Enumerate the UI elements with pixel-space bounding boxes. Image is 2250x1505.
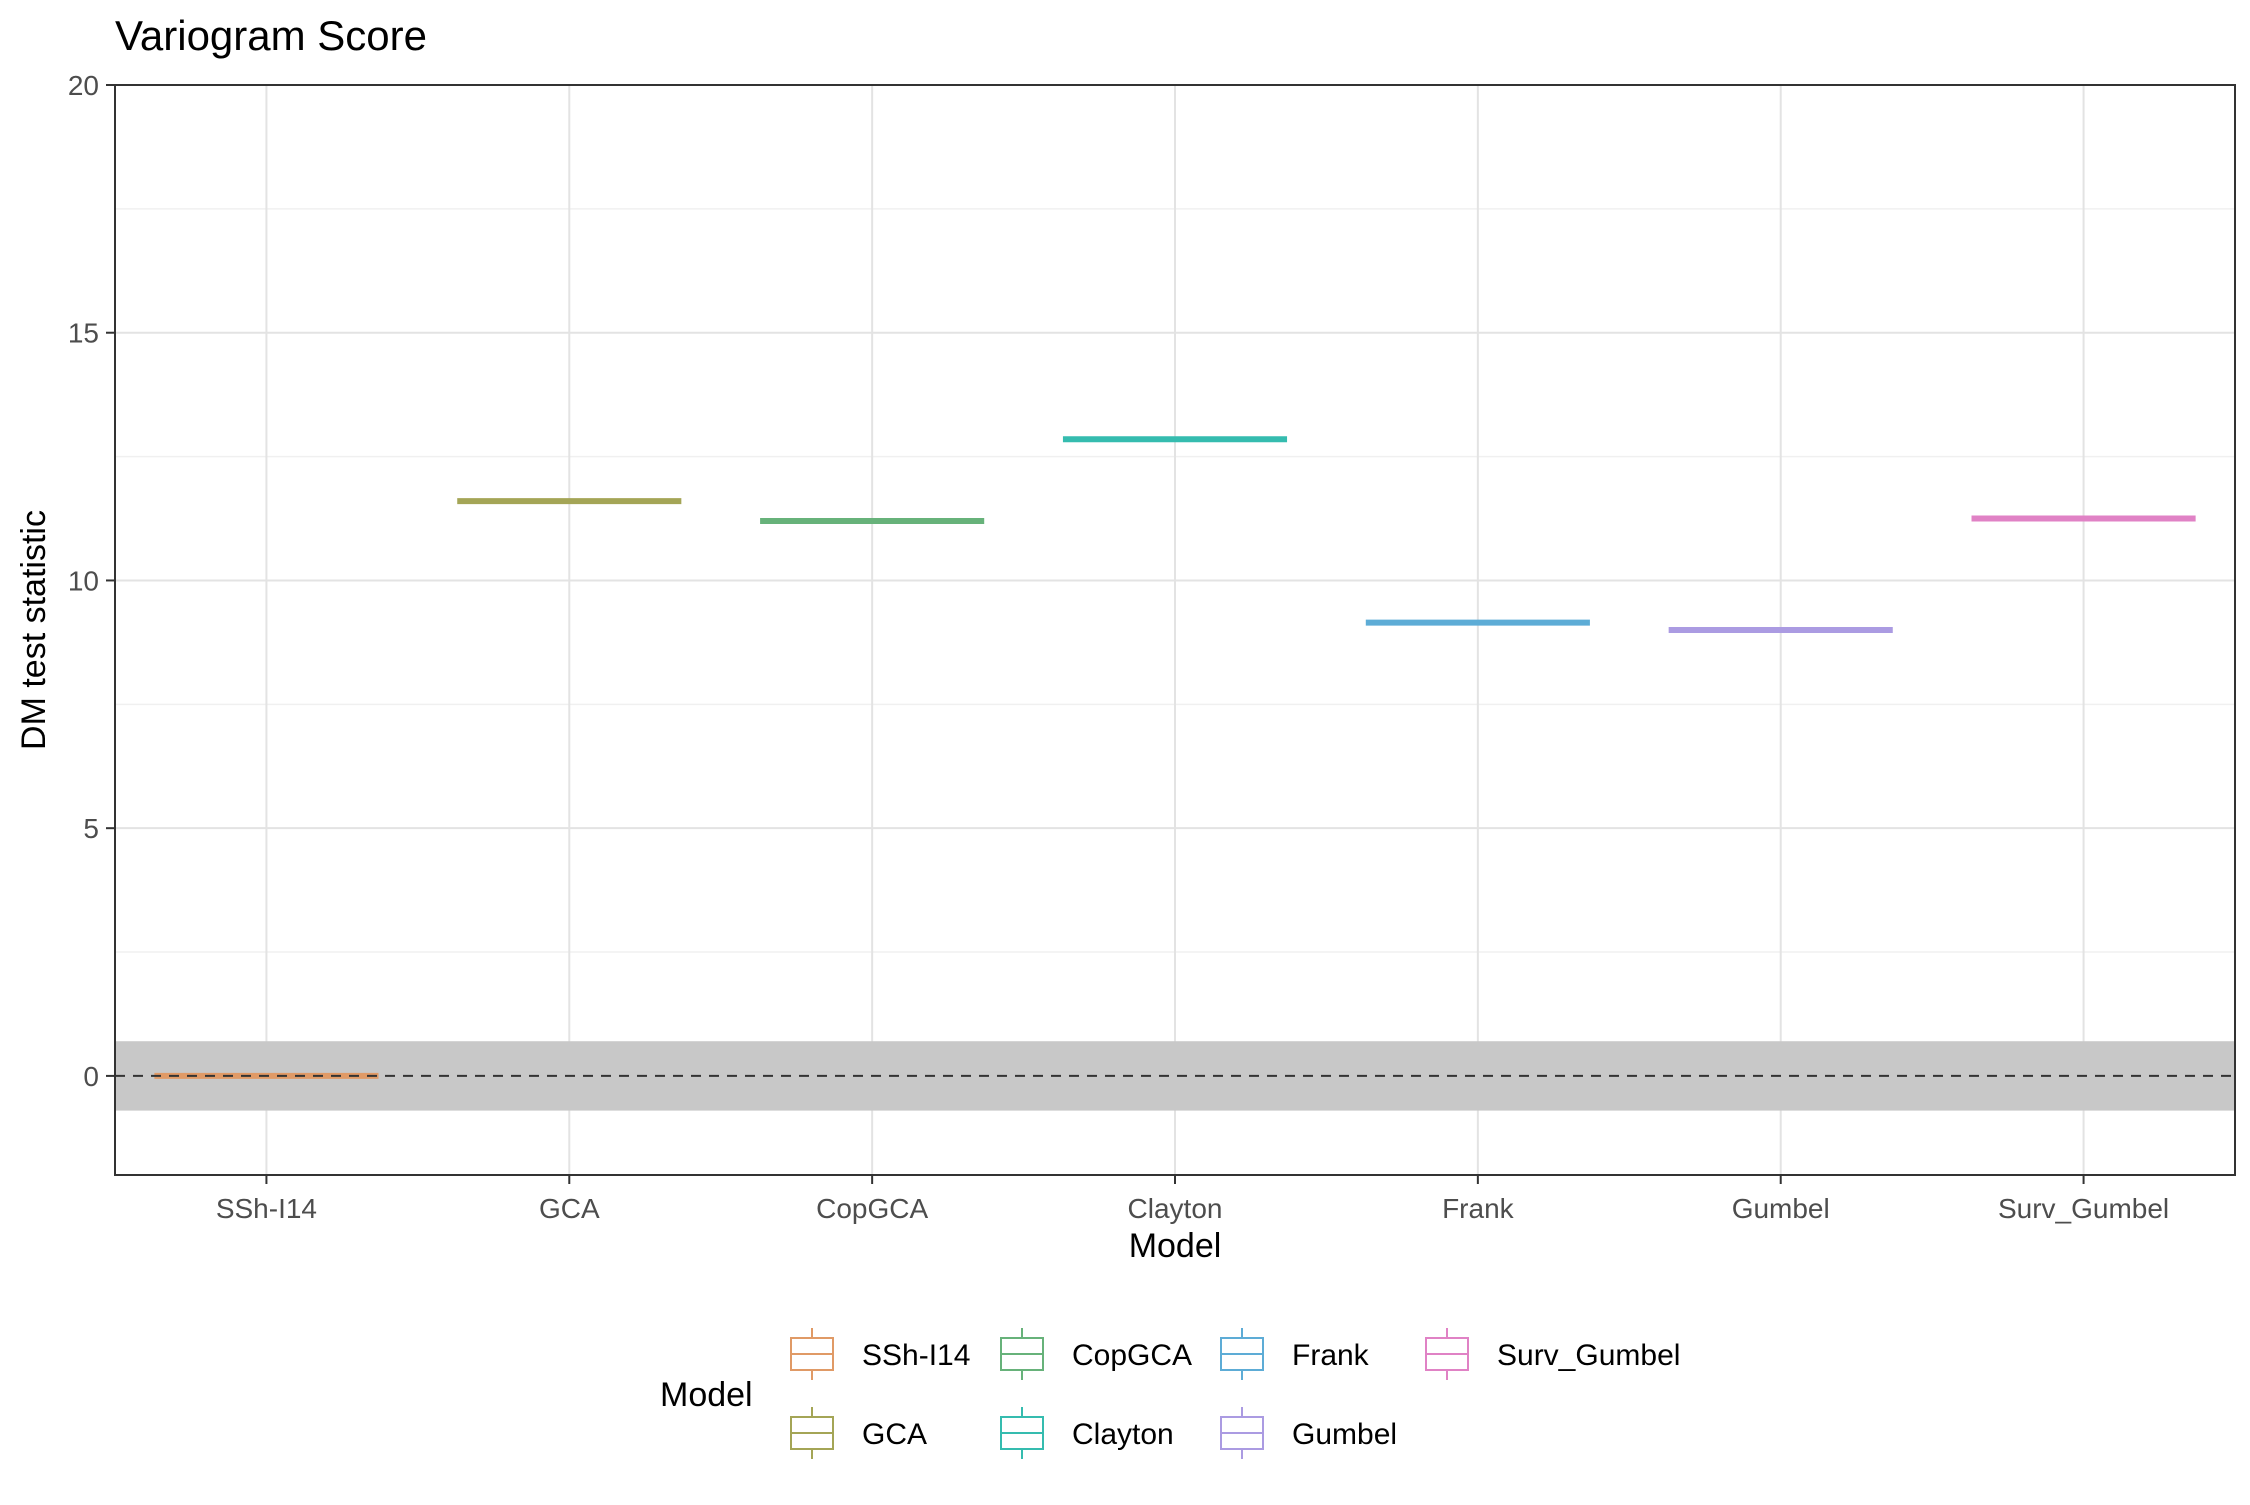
plot-area: 0 5 10 15 20 SSh-I14 GCA CopGCA Clayton Frank Gumb… <box>68 70 2236 1224</box>
legend-item-frank: Frank <box>1220 1328 1370 1380</box>
y-tick-label: 10 <box>68 565 99 596</box>
y-axis-title: DM test statistic <box>15 510 53 750</box>
x-tick-label: SSh-I14 <box>216 1193 317 1224</box>
legend-item-surv-gumbel: Surv_Gumbel <box>1425 1328 1680 1380</box>
y-tick-label: 5 <box>83 813 99 844</box>
legend-label: SSh-I14 <box>862 1339 970 1372</box>
legend-item-clayton: Clayton <box>1000 1407 1174 1459</box>
x-axis-title: Model <box>1129 1227 1222 1265</box>
chart-title: Variogram Score <box>115 12 427 59</box>
x-tick-label: Frank <box>1442 1193 1515 1224</box>
x-tick-label: Clayton <box>1128 1193 1223 1224</box>
legend-item-copgca: CopGCA <box>1000 1328 1192 1380</box>
legend-title: Model <box>660 1376 753 1414</box>
x-tick-label: GCA <box>539 1193 600 1224</box>
legend-label: Gumbel <box>1292 1418 1397 1451</box>
legend-label: Clayton <box>1072 1418 1174 1451</box>
x-tick-label: Surv_Gumbel <box>1998 1193 2169 1224</box>
y-tick-label: 0 <box>83 1061 99 1092</box>
legend-item-gumbel: Gumbel <box>1220 1407 1397 1459</box>
x-tick-label: CopGCA <box>816 1193 928 1224</box>
x-tick-label: Gumbel <box>1732 1193 1830 1224</box>
legend-item-gca: GCA <box>790 1407 927 1459</box>
y-tick-label: 20 <box>68 70 99 101</box>
y-tick-label: 15 <box>68 318 99 349</box>
legend-label: Surv_Gumbel <box>1497 1339 1680 1372</box>
legend: Model SSh-I14 GCA CopGCA Clayton Frank Gumbel… <box>660 1328 1680 1459</box>
legend-label: Frank <box>1292 1339 1370 1372</box>
legend-label: CopGCA <box>1072 1339 1192 1372</box>
legend-item-ssh-i14: SSh-I14 <box>790 1328 970 1380</box>
legend-label: GCA <box>862 1418 927 1451</box>
